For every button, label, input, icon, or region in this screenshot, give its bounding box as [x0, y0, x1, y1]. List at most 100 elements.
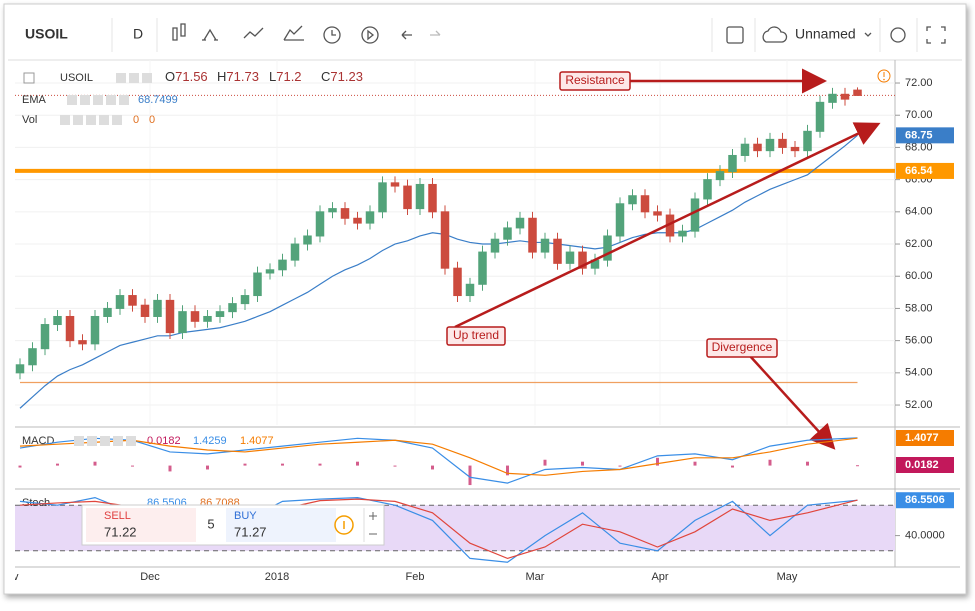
candle-body: [290, 243, 300, 261]
legend-ohlc: O71.56: [165, 69, 208, 84]
buy-button[interactable]: [226, 508, 336, 542]
legend-ohlc: H71.73: [217, 69, 259, 84]
y-tick-label: 60.00: [905, 270, 933, 282]
candle-body: [215, 311, 225, 317]
candle-body: [253, 272, 262, 297]
candle-body: [790, 146, 800, 152]
axis-marker: [896, 492, 954, 509]
candle-body: [690, 198, 700, 232]
x-tick-label: 2018: [265, 571, 289, 583]
interval[interactable]: D: [133, 26, 143, 42]
y-tick-label: 68.00: [905, 141, 933, 153]
candle-body: [540, 238, 550, 253]
macd-histogram-bar: [693, 461, 697, 466]
legend-ohlc: L71.2: [269, 69, 302, 84]
macd-histogram-bar: [856, 465, 859, 467]
candle-body: [490, 238, 500, 253]
macd-histogram-bar: [393, 465, 397, 467]
candle-body: [165, 299, 175, 334]
candle-body: [615, 203, 625, 237]
toolbar-icons[interactable]: [172, 23, 946, 44]
toolbar: USOIL D Unnamed: [8, 18, 962, 61]
x-tick-group: May: [777, 571, 798, 583]
legend-value: 0: [133, 114, 139, 126]
price-plot: [15, 60, 895, 425]
candle-body: [703, 179, 712, 200]
candle-body: [503, 227, 512, 240]
candle-body: [753, 143, 762, 152]
level-axis-label: 66.54: [905, 165, 933, 177]
axis-marker-label: 86.5506: [905, 494, 945, 506]
y-tick-label: 40.0000: [905, 530, 945, 542]
candle-body: [578, 251, 587, 269]
y-tick-label: 58.00: [905, 302, 933, 314]
level-axis-marker: [896, 162, 954, 179]
candle-body: [515, 217, 525, 229]
axis-marker: [896, 430, 954, 446]
sell-label: SELL: [104, 510, 131, 522]
candle-body: [740, 143, 750, 156]
candle-body: [853, 89, 862, 96]
sell-price: 71.22: [104, 524, 137, 539]
candle-body: [803, 130, 812, 152]
window: [3, 3, 967, 595]
candle-body: [140, 304, 150, 317]
legend-symbol: USOIL: [60, 72, 93, 84]
x-tick-group: 2018: [265, 571, 289, 583]
annotation-text: Resistance: [565, 73, 625, 87]
info-icon[interactable]: [334, 515, 354, 535]
legend-value: 68.7499: [138, 94, 178, 106]
macd-histogram-bar: [543, 459, 547, 466]
macd-histogram-bar: [56, 463, 59, 466]
buy-label: BUY: [234, 510, 257, 522]
y-tick-label: 70.00: [905, 109, 933, 121]
axis-marker: [896, 457, 954, 473]
ohlc-prefix: L: [269, 69, 276, 84]
candle-body: [603, 235, 612, 261]
ohlc-value: 71.56: [175, 69, 208, 84]
candle-body: [553, 238, 562, 264]
sell-button[interactable]: [86, 508, 196, 542]
legend-name: EMA: [22, 94, 47, 106]
candle-body: [365, 211, 375, 224]
macd-histogram-bar: [93, 461, 97, 466]
x-tick-group: Dec: [140, 571, 160, 583]
ohlc-value: 71.23: [330, 69, 363, 84]
candle-body: [778, 138, 787, 148]
y-tick-label: 62.00: [905, 238, 933, 250]
macd-histogram-bar: [431, 465, 434, 470]
legend-value: 0: [149, 114, 155, 126]
candle-body: [840, 93, 850, 100]
qty-stepper[interactable]: [369, 512, 377, 535]
candle-body: [228, 303, 237, 313]
symbol[interactable]: USOIL: [25, 26, 68, 42]
alert-icon[interactable]: [877, 69, 891, 83]
candle-body: [765, 138, 775, 152]
quantity[interactable]: 5: [207, 516, 214, 531]
candle-body: [190, 311, 200, 322]
y-tick-label: 72.00: [905, 77, 933, 89]
annotation-arrow: [749, 355, 836, 450]
candle-body: [678, 230, 687, 237]
y-tick-label: 56.00: [905, 335, 933, 347]
legend-name: Vol: [22, 114, 37, 126]
ohlc-value: 71.73: [226, 69, 259, 84]
ema-line: [19, 134, 858, 409]
candle-body: [103, 307, 112, 317]
candle-body: [353, 217, 362, 224]
annotation-text: Up trend: [453, 328, 499, 342]
candle-body: [815, 101, 825, 132]
macd-histogram-bar: [318, 463, 322, 466]
macd-histogram-bar: [618, 465, 622, 467]
candle-body: [403, 185, 412, 210]
ema-axis-label: 68.75: [905, 129, 933, 141]
layout-name[interactable]: Unnamed: [795, 26, 856, 42]
candle-body: [115, 295, 125, 309]
x-tick-label: Nov: [0, 571, 19, 583]
candle-body: [303, 235, 312, 245]
x-tick-label: Mar: [526, 571, 545, 583]
panel-frame: [15, 60, 960, 568]
macd-histogram-bar: [281, 463, 284, 466]
legend-ohlc: C71.23: [321, 69, 363, 84]
candle-body: [340, 208, 350, 219]
